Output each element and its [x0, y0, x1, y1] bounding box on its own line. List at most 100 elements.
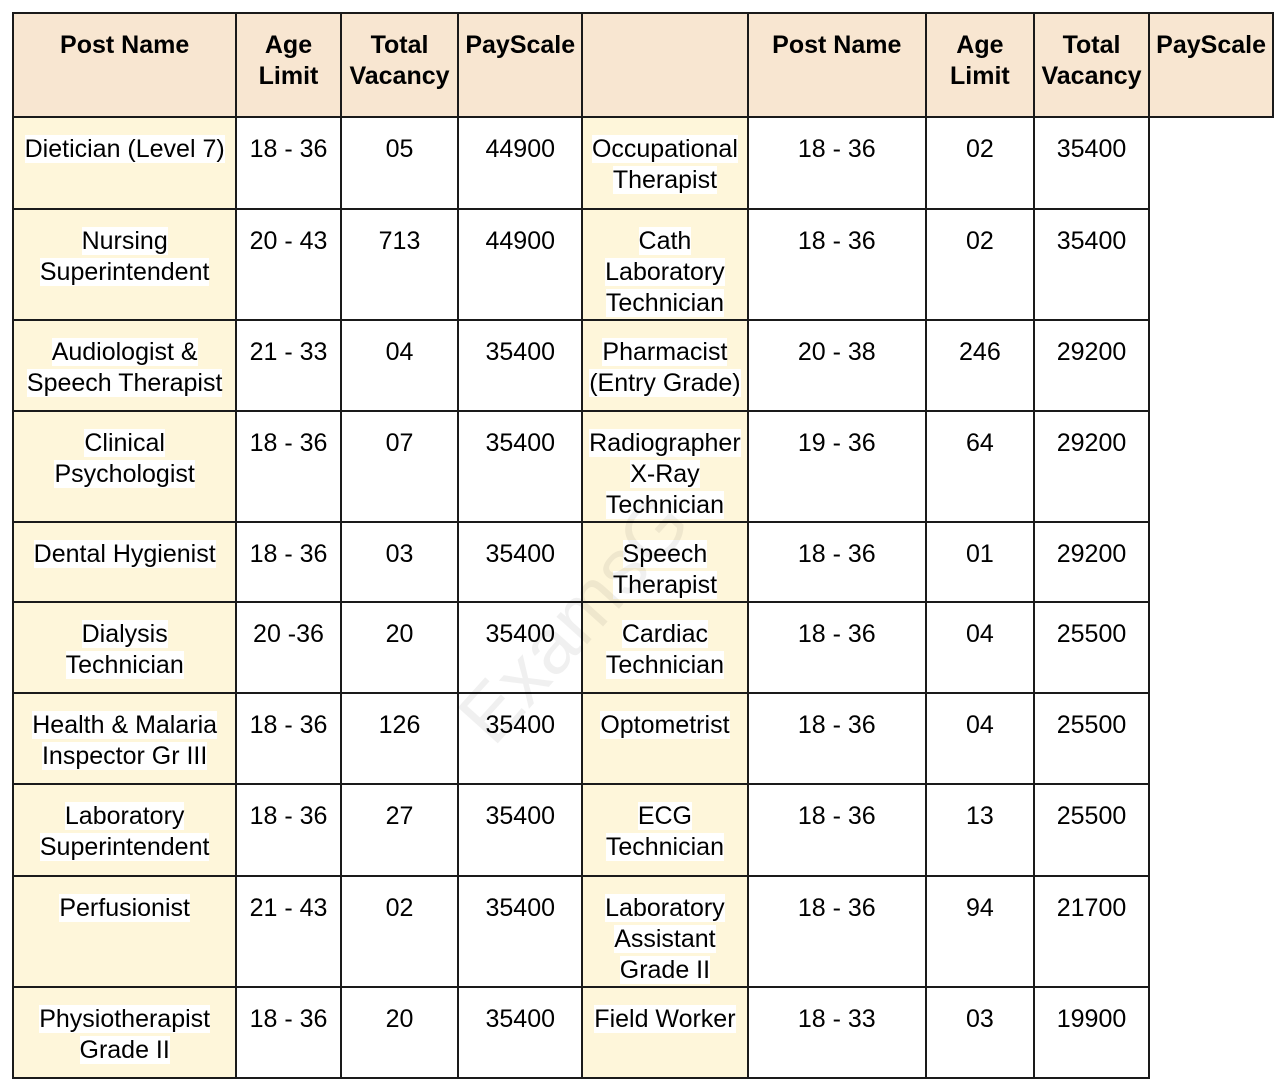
- table-row: Nursing Superintendent 20 - 43 713 44900 Cat…: [11, 208, 1273, 321]
- vacancy-table-container: Post Name Age Limit Total Vacancy PaySca…: [11, 12, 1274, 1079]
- post-name-text: Pharmacist (Entry Grade): [589, 338, 741, 397]
- table-row: Audiologist & Speech Therapist 21 - 33 04 3…: [11, 319, 1273, 412]
- vacancy-cell: 13: [924, 783, 1035, 877]
- payscale-cell: 21700: [1032, 875, 1151, 988]
- vacancy-cell: 246: [924, 319, 1035, 412]
- table-row: Dental Hygienist 18 - 36 03 35400 Speech The…: [11, 521, 1273, 603]
- post-name-text: Laboratory Assistant Grade II: [605, 894, 725, 984]
- post-name-text: Clinical Psychologist: [54, 429, 195, 488]
- post-name-text: Cardiac Technician: [605, 620, 724, 679]
- post-name-text: Speech Therapist: [612, 540, 718, 599]
- age-limit-cell: 18 - 36: [235, 521, 342, 603]
- post-name-cell: Health & Malaria Inspector Gr III: [11, 692, 238, 785]
- vacancy-cell: 03: [339, 521, 460, 603]
- age-limit-cell: 18 - 36: [746, 208, 927, 321]
- post-name-cell: Audiologist & Speech Therapist: [11, 319, 238, 412]
- post-name-cell: Dialysis Technician: [11, 601, 238, 694]
- vacancy-cell: 07: [339, 410, 460, 523]
- vacancy-cell: 20: [339, 986, 460, 1079]
- table-row: Laboratory Superintendent 18 - 36 27 35400 E…: [11, 783, 1273, 877]
- payscale-cell: 29200: [1032, 521, 1151, 603]
- post-name-text: Dietician (Level 7): [24, 135, 225, 163]
- table-row: Dietician (Level 7) 18 - 36 05 44900 Occupat…: [11, 116, 1273, 210]
- vacancy-cell: 64: [924, 410, 1035, 523]
- age-limit-cell: 18 - 36: [746, 783, 927, 877]
- vacancy-cell: 126: [339, 692, 460, 785]
- vacancy-cell: 713: [339, 208, 460, 321]
- payscale-cell: 35400: [457, 410, 584, 523]
- payscale-cell: 35400: [457, 875, 584, 988]
- header-age-limit: Age Limit: [235, 12, 342, 118]
- vacancy-cell: 20: [339, 601, 460, 694]
- vacancy-cell: 03: [924, 986, 1035, 1079]
- payscale-cell: 25500: [1032, 601, 1151, 694]
- header-post-name: Post Name: [11, 12, 238, 118]
- payscale-cell: 29200: [1032, 319, 1151, 412]
- vacancy-cell: 04: [924, 601, 1035, 694]
- vacancy-table: Post Name Age Limit Total Vacancy PaySca…: [11, 12, 1274, 1079]
- post-name-cell: Dietician (Level 7): [11, 116, 238, 210]
- age-limit-cell: 18 - 36: [235, 116, 342, 210]
- payscale-cell: 35400: [457, 319, 584, 412]
- header-payscale: PayScale: [457, 12, 584, 118]
- age-limit-cell: 18 - 36: [746, 875, 927, 988]
- post-name-text: Field Worker: [594, 1005, 736, 1033]
- age-limit-cell: 18 - 33: [746, 986, 927, 1079]
- age-limit-cell: 18 - 36: [235, 986, 342, 1079]
- post-name-cell: Dental Hygienist: [11, 521, 238, 603]
- payscale-cell: 35400: [457, 692, 584, 785]
- post-name-cell: Optometrist: [581, 692, 749, 785]
- post-name-cell: Radiographer X-Ray Technician: [581, 410, 749, 523]
- post-name-text: ECG Technician: [605, 802, 724, 861]
- age-limit-cell: 18 - 36: [235, 410, 342, 523]
- vacancy-cell: 02: [924, 208, 1035, 321]
- post-name-cell: Occupational Therapist: [581, 116, 749, 210]
- age-limit-cell: 20 - 38: [746, 319, 927, 412]
- post-name-text: Nursing Superintendent: [39, 227, 210, 286]
- table-row: Perfusionist 21 - 43 02 35400 Laboratory Ass…: [11, 875, 1273, 988]
- header-total-vacancy: Total Vacancy: [339, 12, 460, 118]
- payscale-cell: 44900: [457, 116, 584, 210]
- vacancy-cell: 02: [339, 875, 460, 988]
- age-limit-cell: 21 - 43: [235, 875, 342, 988]
- payscale-cell: 29200: [1032, 410, 1151, 523]
- post-name-cell: Physiotherapist Grade II: [11, 986, 238, 1079]
- vacancy-cell: 01: [924, 521, 1035, 603]
- payscale-cell: 35400: [457, 601, 584, 694]
- age-limit-cell: 18 - 36: [746, 521, 927, 603]
- post-name-text: Occupational Therapist: [591, 135, 738, 194]
- header-age-limit-right: Age Limit: [924, 12, 1035, 118]
- post-name-text: Optometrist: [600, 711, 730, 739]
- vacancy-cell: 04: [339, 319, 460, 412]
- vacancy-cell: 05: [339, 116, 460, 210]
- payscale-cell: 44900: [457, 208, 584, 321]
- age-limit-cell: 20 - 43: [235, 208, 342, 321]
- post-name-text: Perfusionist: [59, 894, 190, 922]
- age-limit-cell: 18 - 36: [746, 601, 927, 694]
- post-name-cell: Laboratory Superintendent: [11, 783, 238, 877]
- post-name-cell: ECG Technician: [581, 783, 749, 877]
- table-header-row: Post Name Age Limit Total Vacancy PaySca…: [11, 12, 1274, 118]
- vacancy-cell: 94: [924, 875, 1035, 988]
- vacancy-cell: 04: [924, 692, 1035, 785]
- payscale-cell: 19900: [1032, 986, 1151, 1079]
- table-row: Dialysis Technician 20 -36 20 35400 Cardiac …: [11, 601, 1273, 694]
- payscale-cell: 35400: [1032, 208, 1151, 321]
- age-limit-cell: 20 -36: [235, 601, 342, 694]
- post-name-text: Dialysis Technician: [65, 620, 184, 679]
- post-name-text: Cath Laboratory Technician: [605, 227, 725, 317]
- age-limit-cell: 19 - 36: [746, 410, 927, 523]
- post-name-cell: Pharmacist (Entry Grade): [581, 319, 749, 412]
- header-total-vacancy-right: Total Vacancy: [1032, 12, 1151, 118]
- payscale-cell: 35400: [457, 783, 584, 877]
- age-limit-cell: 18 - 36: [746, 116, 927, 210]
- age-limit-cell: 18 - 36: [235, 783, 342, 877]
- post-name-text: Radiographer X-Ray Technician: [589, 429, 741, 519]
- post-name-text: Health & Malaria Inspector Gr III: [32, 711, 218, 770]
- table-row: Health & Malaria Inspector Gr III 18 - 36…: [11, 692, 1273, 785]
- post-name-cell: Laboratory Assistant Grade II: [581, 875, 749, 988]
- payscale-cell: 35400: [457, 986, 584, 1079]
- payscale-cell: 25500: [1032, 692, 1151, 785]
- post-name-text: Audiologist & Speech Therapist: [26, 338, 223, 397]
- post-name-cell: Speech Therapist: [581, 521, 749, 603]
